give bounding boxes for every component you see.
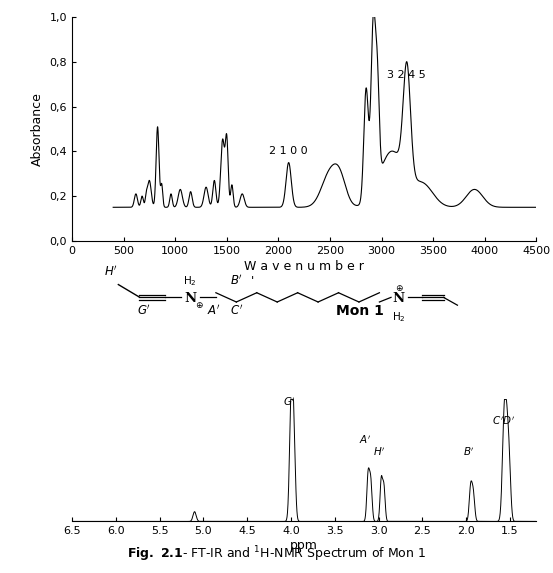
Text: $G'$: $G'$ (137, 304, 151, 319)
Text: ': ' (251, 274, 254, 288)
Text: N: N (393, 292, 405, 305)
Text: $B'$: $B'$ (230, 274, 243, 288)
Text: $H'$: $H'$ (105, 265, 118, 279)
Text: 2 9 3 0: 2 9 3 0 (0, 572, 1, 573)
Text: $\mathbf{Fig.\ 2.1}$- FT-IR and ${}^{1}$H-NMR Spectrum of Mon 1: $\mathbf{Fig.\ 2.1}$- FT-IR and ${}^{1}$… (127, 545, 426, 564)
Text: $C'$: $C'$ (230, 304, 243, 319)
Text: $C'D'$: $C'D'$ (492, 415, 515, 427)
Text: $G'$: $G'$ (283, 395, 296, 408)
Text: N: N (184, 292, 196, 305)
Text: 2 1 0 0: 2 1 0 0 (269, 146, 308, 156)
Text: $\mathrm{H_2}$: $\mathrm{H_2}$ (392, 310, 406, 324)
Y-axis label: Absorbance: Absorbance (31, 92, 44, 166)
Text: $A'$: $A'$ (207, 304, 221, 319)
Text: Mon 1: Mon 1 (336, 304, 384, 318)
Text: $H'$: $H'$ (373, 446, 386, 458)
Text: $\mathrm{H_2}$: $\mathrm{H_2}$ (184, 274, 197, 288)
X-axis label: ppm: ppm (290, 539, 318, 552)
Text: 3 2 4 5: 3 2 4 5 (388, 70, 426, 80)
Text: $\oplus$: $\oplus$ (394, 283, 403, 293)
Text: $\oplus$: $\oplus$ (195, 300, 204, 310)
X-axis label: W a v e n u m b e r: W a v e n u m b e r (244, 260, 364, 273)
Text: $B'$: $B'$ (463, 446, 475, 458)
Text: $A'$: $A'$ (359, 433, 372, 446)
